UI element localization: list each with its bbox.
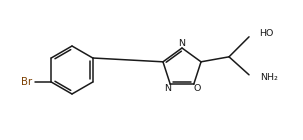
Text: HO: HO — [259, 29, 273, 38]
Text: NH₂: NH₂ — [260, 73, 278, 82]
Text: N: N — [164, 84, 171, 93]
Text: N: N — [178, 38, 185, 47]
Text: Br: Br — [21, 77, 32, 87]
Text: O: O — [193, 84, 200, 93]
